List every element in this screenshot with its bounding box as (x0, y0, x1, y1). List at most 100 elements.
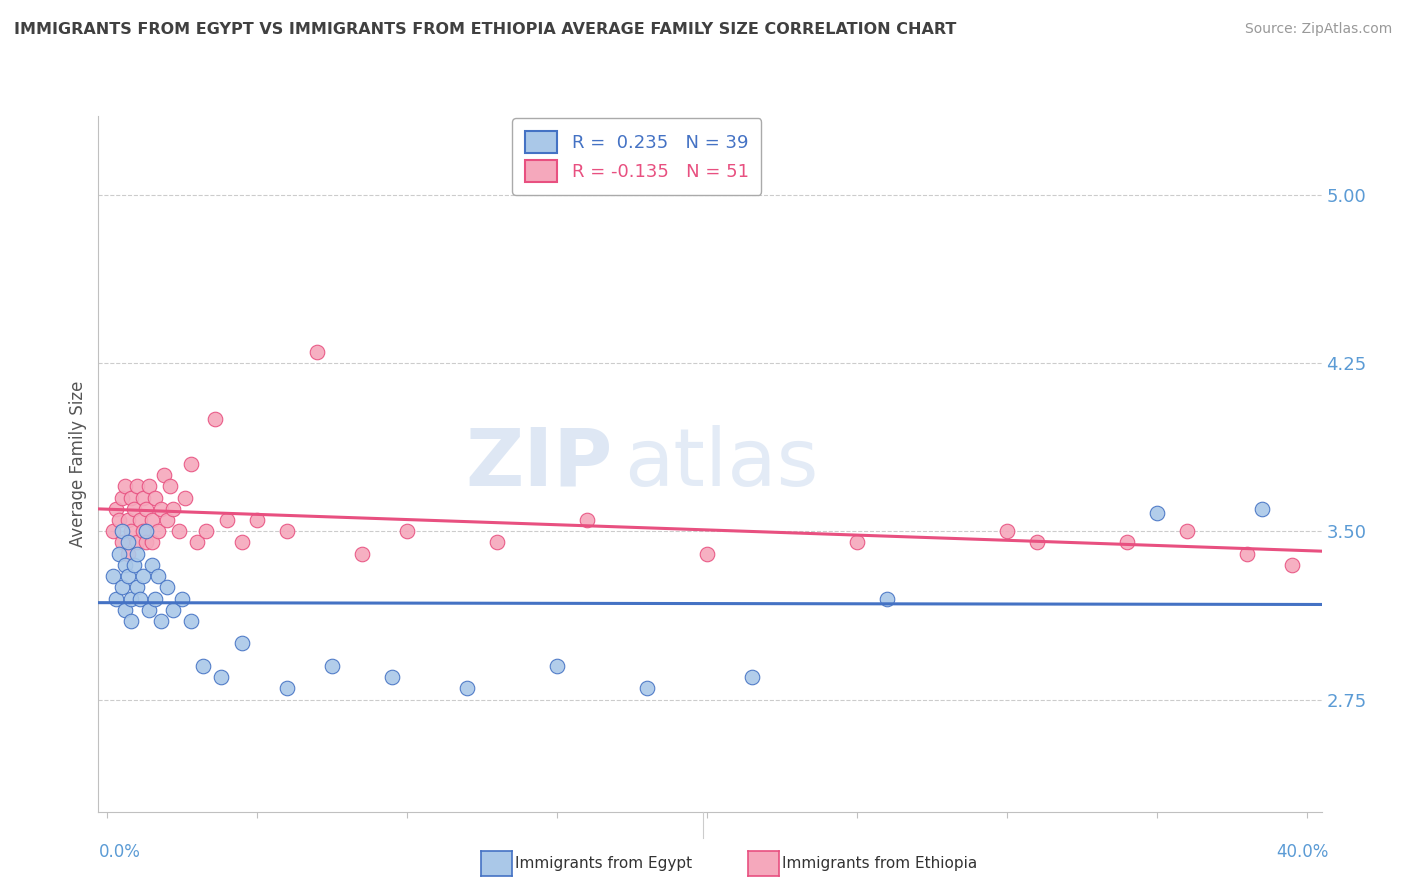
Point (148, 569, 170, 583)
Y-axis label: Average Family Size: Average Family Size (69, 381, 87, 547)
Point (124, 558, 146, 572)
Point (159, 479, 181, 493)
Point (156, 580, 179, 594)
Point (145, 491, 167, 505)
Point (141, 535, 163, 549)
Point (138, 479, 160, 493)
Point (117, 535, 139, 549)
Point (276, 681, 298, 696)
Point (276, 524, 298, 538)
Point (169, 524, 191, 538)
Point (135, 501, 157, 516)
Point (162, 603, 184, 617)
Point (381, 670, 404, 684)
Point (117, 569, 139, 583)
Point (396, 524, 419, 538)
Point (117, 547, 139, 561)
Point (195, 524, 218, 538)
Point (696, 547, 718, 561)
Point (231, 636, 253, 650)
Point (153, 468, 176, 483)
Point (111, 524, 134, 538)
Point (120, 524, 142, 538)
Point (636, 681, 658, 696)
Point (576, 513, 599, 527)
Point (141, 558, 163, 572)
Point (1250, 501, 1272, 516)
Point (174, 491, 197, 505)
Point (127, 535, 149, 549)
Point (546, 658, 568, 673)
Legend: R =  0.235   N = 39, R = -0.135   N = 51: R = 0.235 N = 39, R = -0.135 N = 51 (512, 118, 761, 194)
Point (108, 547, 131, 561)
Point (150, 614, 173, 628)
Point (124, 501, 146, 516)
Point (117, 513, 139, 527)
Point (111, 580, 134, 594)
Text: Immigrants from Ethiopia: Immigrants from Ethiopia (782, 856, 977, 871)
Point (148, 524, 170, 538)
Point (114, 603, 136, 617)
Point (456, 681, 478, 696)
Point (120, 591, 142, 606)
Point (486, 535, 509, 549)
Point (845, 535, 868, 549)
Point (103, 569, 125, 583)
Point (111, 535, 134, 549)
Point (876, 591, 898, 606)
Point (217, 513, 239, 527)
Point (132, 569, 155, 583)
Point (209, 670, 232, 684)
Point (172, 591, 194, 606)
Text: Immigrants from Egypt: Immigrants from Egypt (515, 856, 692, 871)
Point (1281, 558, 1303, 572)
Point (135, 535, 157, 549)
Point (1236, 547, 1258, 561)
Point (186, 535, 208, 549)
Point (120, 614, 142, 628)
Text: atlas: atlas (624, 425, 818, 503)
Point (105, 591, 128, 606)
Point (352, 547, 374, 561)
Point (321, 658, 343, 673)
Point (1115, 535, 1137, 549)
Point (103, 524, 125, 538)
Point (193, 658, 215, 673)
Point (114, 558, 136, 572)
Point (1175, 524, 1198, 538)
Point (105, 501, 128, 516)
Point (127, 580, 149, 594)
Point (741, 670, 763, 684)
Point (307, 344, 329, 359)
Point (231, 535, 253, 549)
Point (246, 513, 269, 527)
Point (204, 412, 226, 426)
Text: ZIP: ZIP (465, 425, 612, 503)
Point (111, 491, 134, 505)
Point (150, 501, 173, 516)
Text: IMMIGRANTS FROM EGYPT VS IMMIGRANTS FROM ETHIOPIA AVERAGE FAMILY SIZE CORRELATIO: IMMIGRANTS FROM EGYPT VS IMMIGRANTS FROM… (14, 22, 956, 37)
Point (135, 524, 157, 538)
Point (127, 479, 149, 493)
Point (129, 513, 152, 527)
Point (145, 591, 167, 606)
Point (114, 479, 136, 493)
Point (162, 501, 184, 516)
Point (132, 491, 155, 505)
Point (129, 591, 152, 606)
Point (108, 513, 131, 527)
Point (180, 614, 202, 628)
Point (127, 547, 149, 561)
Point (1025, 535, 1047, 549)
Point (132, 524, 155, 538)
Point (180, 457, 202, 471)
Point (141, 513, 163, 527)
Point (120, 491, 142, 505)
Text: 0.0%: 0.0% (98, 843, 141, 861)
Point (138, 603, 160, 617)
Point (995, 524, 1018, 538)
Point (156, 513, 179, 527)
Point (1146, 506, 1168, 520)
Text: 40.0%: 40.0% (1277, 843, 1329, 861)
Text: Source: ZipAtlas.com: Source: ZipAtlas.com (1244, 22, 1392, 37)
